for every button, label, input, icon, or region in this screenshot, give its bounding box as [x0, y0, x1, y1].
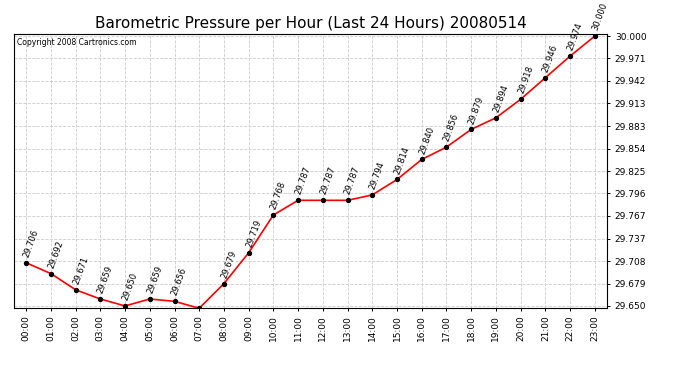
Text: 29.679: 29.679 — [219, 249, 238, 279]
Title: Barometric Pressure per Hour (Last 24 Hours) 20080514: Barometric Pressure per Hour (Last 24 Ho… — [95, 16, 526, 31]
Point — [95, 296, 106, 302]
Text: 29.814: 29.814 — [393, 145, 411, 176]
Point — [268, 212, 279, 218]
Text: 29.974: 29.974 — [566, 22, 584, 52]
Point — [466, 126, 477, 132]
Text: 29.787: 29.787 — [294, 166, 313, 196]
Point — [564, 53, 575, 59]
Point — [194, 305, 205, 311]
Text: 30.000: 30.000 — [591, 2, 609, 32]
Text: 29.840: 29.840 — [417, 125, 436, 155]
Point — [416, 156, 427, 162]
Point — [293, 197, 304, 203]
Text: 29.787: 29.787 — [319, 166, 337, 196]
Point — [46, 271, 57, 277]
Text: 29.692: 29.692 — [47, 239, 65, 269]
Text: 29.650: 29.650 — [121, 272, 139, 302]
Text: 29.794: 29.794 — [368, 160, 386, 191]
Point — [70, 287, 81, 293]
Point — [243, 250, 254, 256]
Point — [317, 197, 328, 203]
Point — [441, 144, 452, 150]
Text: 29.787: 29.787 — [344, 166, 362, 196]
Text: 29.647: 29.647 — [0, 374, 1, 375]
Point — [119, 303, 130, 309]
Point — [491, 115, 502, 121]
Text: 29.719: 29.719 — [244, 218, 263, 249]
Point — [589, 33, 600, 39]
Point — [391, 177, 402, 183]
Point — [342, 197, 353, 203]
Text: 29.894: 29.894 — [492, 83, 510, 114]
Point — [219, 280, 230, 286]
Point — [540, 75, 551, 81]
Text: 29.879: 29.879 — [467, 95, 485, 125]
Point — [515, 96, 526, 102]
Point — [21, 260, 32, 266]
Point — [169, 298, 180, 304]
Text: 29.659: 29.659 — [96, 264, 115, 295]
Text: 29.768: 29.768 — [269, 180, 288, 211]
Text: 29.918: 29.918 — [516, 65, 535, 95]
Point — [144, 296, 155, 302]
Text: 29.856: 29.856 — [442, 112, 461, 143]
Text: 29.656: 29.656 — [170, 267, 188, 297]
Text: 29.671: 29.671 — [71, 255, 90, 286]
Text: 29.659: 29.659 — [146, 264, 164, 295]
Text: Copyright 2008 Cartronics.com: Copyright 2008 Cartronics.com — [17, 38, 136, 47]
Text: 29.706: 29.706 — [22, 228, 40, 259]
Point — [367, 192, 378, 198]
Text: 29.946: 29.946 — [541, 43, 560, 74]
